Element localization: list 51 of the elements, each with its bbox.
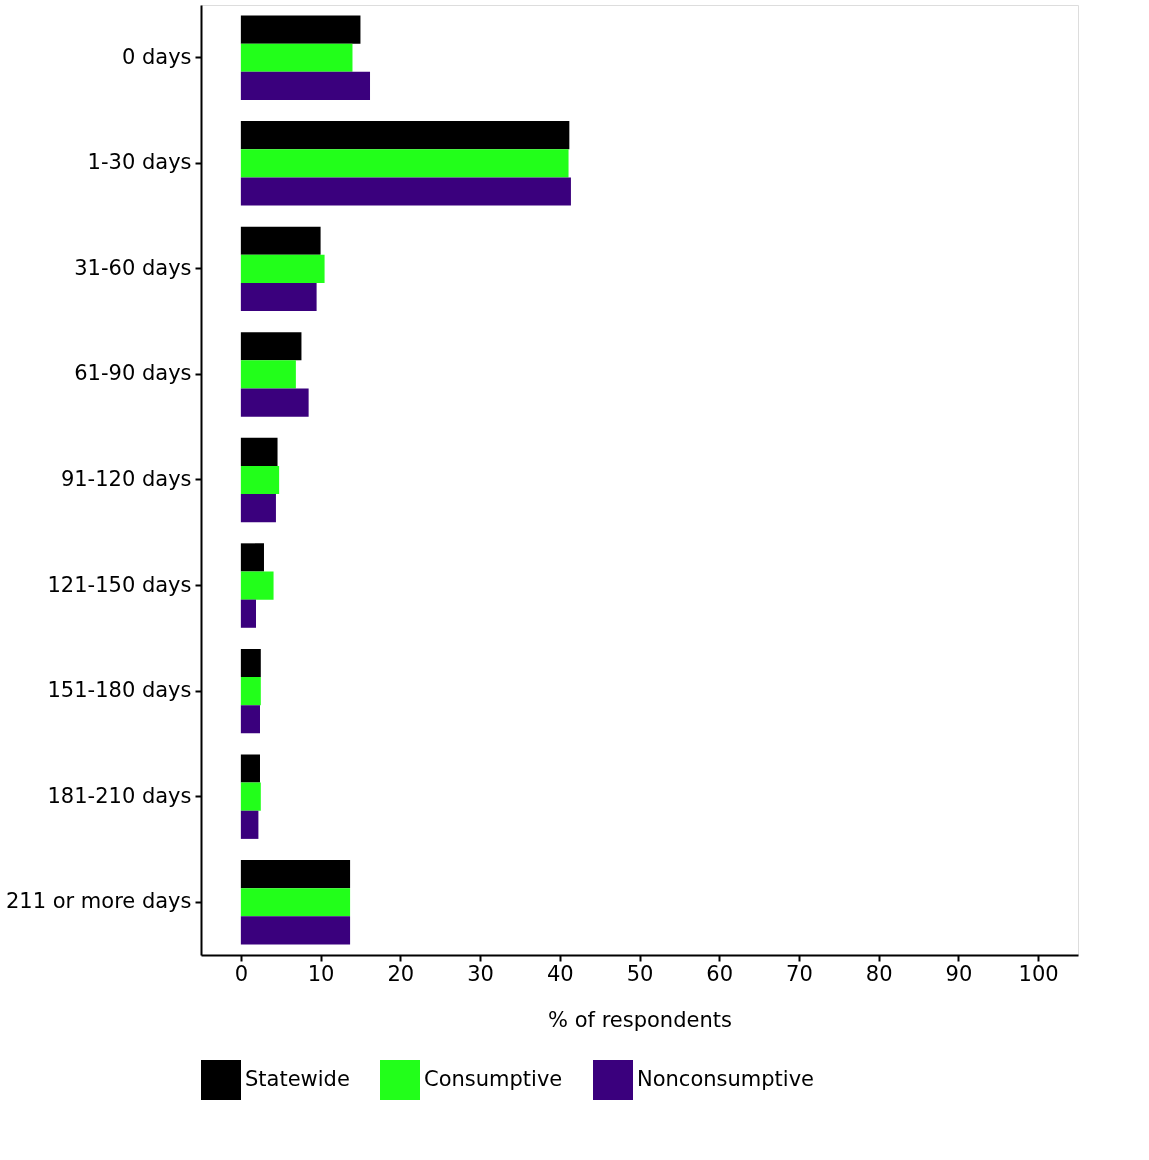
bar	[240, 43, 353, 72]
bar	[240, 149, 569, 178]
bar	[240, 677, 261, 706]
bar	[240, 648, 261, 678]
bar	[240, 599, 257, 628]
y-tick-label: 211 or more days	[5, 889, 192, 914]
y-tick-label: 181-210 days	[47, 783, 192, 808]
x-tick-label: 40	[546, 961, 574, 986]
x-tick-label: 70	[786, 961, 813, 986]
x-axis-title: % of respondents	[548, 1007, 732, 1032]
x-tick-label: 30	[467, 961, 494, 986]
bar	[240, 254, 325, 283]
x-tick-label: 60	[706, 961, 734, 986]
x-tick-label: 50	[626, 961, 654, 986]
y-tick-label: 61-90 days	[74, 361, 192, 386]
x-tick-label: 0	[234, 961, 249, 986]
bar	[240, 360, 296, 389]
y-tick-label: 121-150 days	[47, 572, 192, 597]
bar	[240, 494, 276, 523]
bar	[240, 543, 264, 572]
bar	[240, 571, 274, 600]
bar	[240, 916, 351, 945]
y-tick-label: 91-120 days	[60, 467, 192, 491]
bar	[240, 332, 302, 361]
bar	[240, 226, 321, 255]
x-tick-label: 10	[307, 961, 335, 986]
bar	[240, 121, 570, 150]
bar	[240, 754, 260, 783]
bar	[240, 782, 261, 811]
bar	[240, 177, 571, 206]
bar	[240, 437, 278, 466]
legend-label: Statewide	[245, 1067, 350, 1091]
bar	[240, 388, 309, 417]
x-tick-label: 80	[865, 961, 893, 986]
bar	[240, 860, 351, 889]
bar	[240, 705, 260, 734]
y-tick-label: 0 days	[121, 44, 192, 69]
y-tick-label: 151-180 days	[47, 678, 192, 703]
bar	[240, 465, 280, 495]
x-tick-label: 100	[1018, 961, 1059, 986]
legend-label: Nonconsumptive	[637, 1067, 815, 1091]
bar	[240, 888, 351, 917]
y-tick-label: 1-30 days	[87, 150, 192, 175]
legend-label: Consumptive	[424, 1067, 563, 1091]
x-tick-label: 20	[387, 961, 415, 986]
y-tick-label: 31-60 days	[74, 255, 192, 280]
bar	[240, 810, 259, 839]
x-tick-label: 90	[945, 961, 973, 986]
bar	[240, 15, 361, 44]
bar	[240, 282, 317, 312]
bar	[240, 71, 371, 100]
